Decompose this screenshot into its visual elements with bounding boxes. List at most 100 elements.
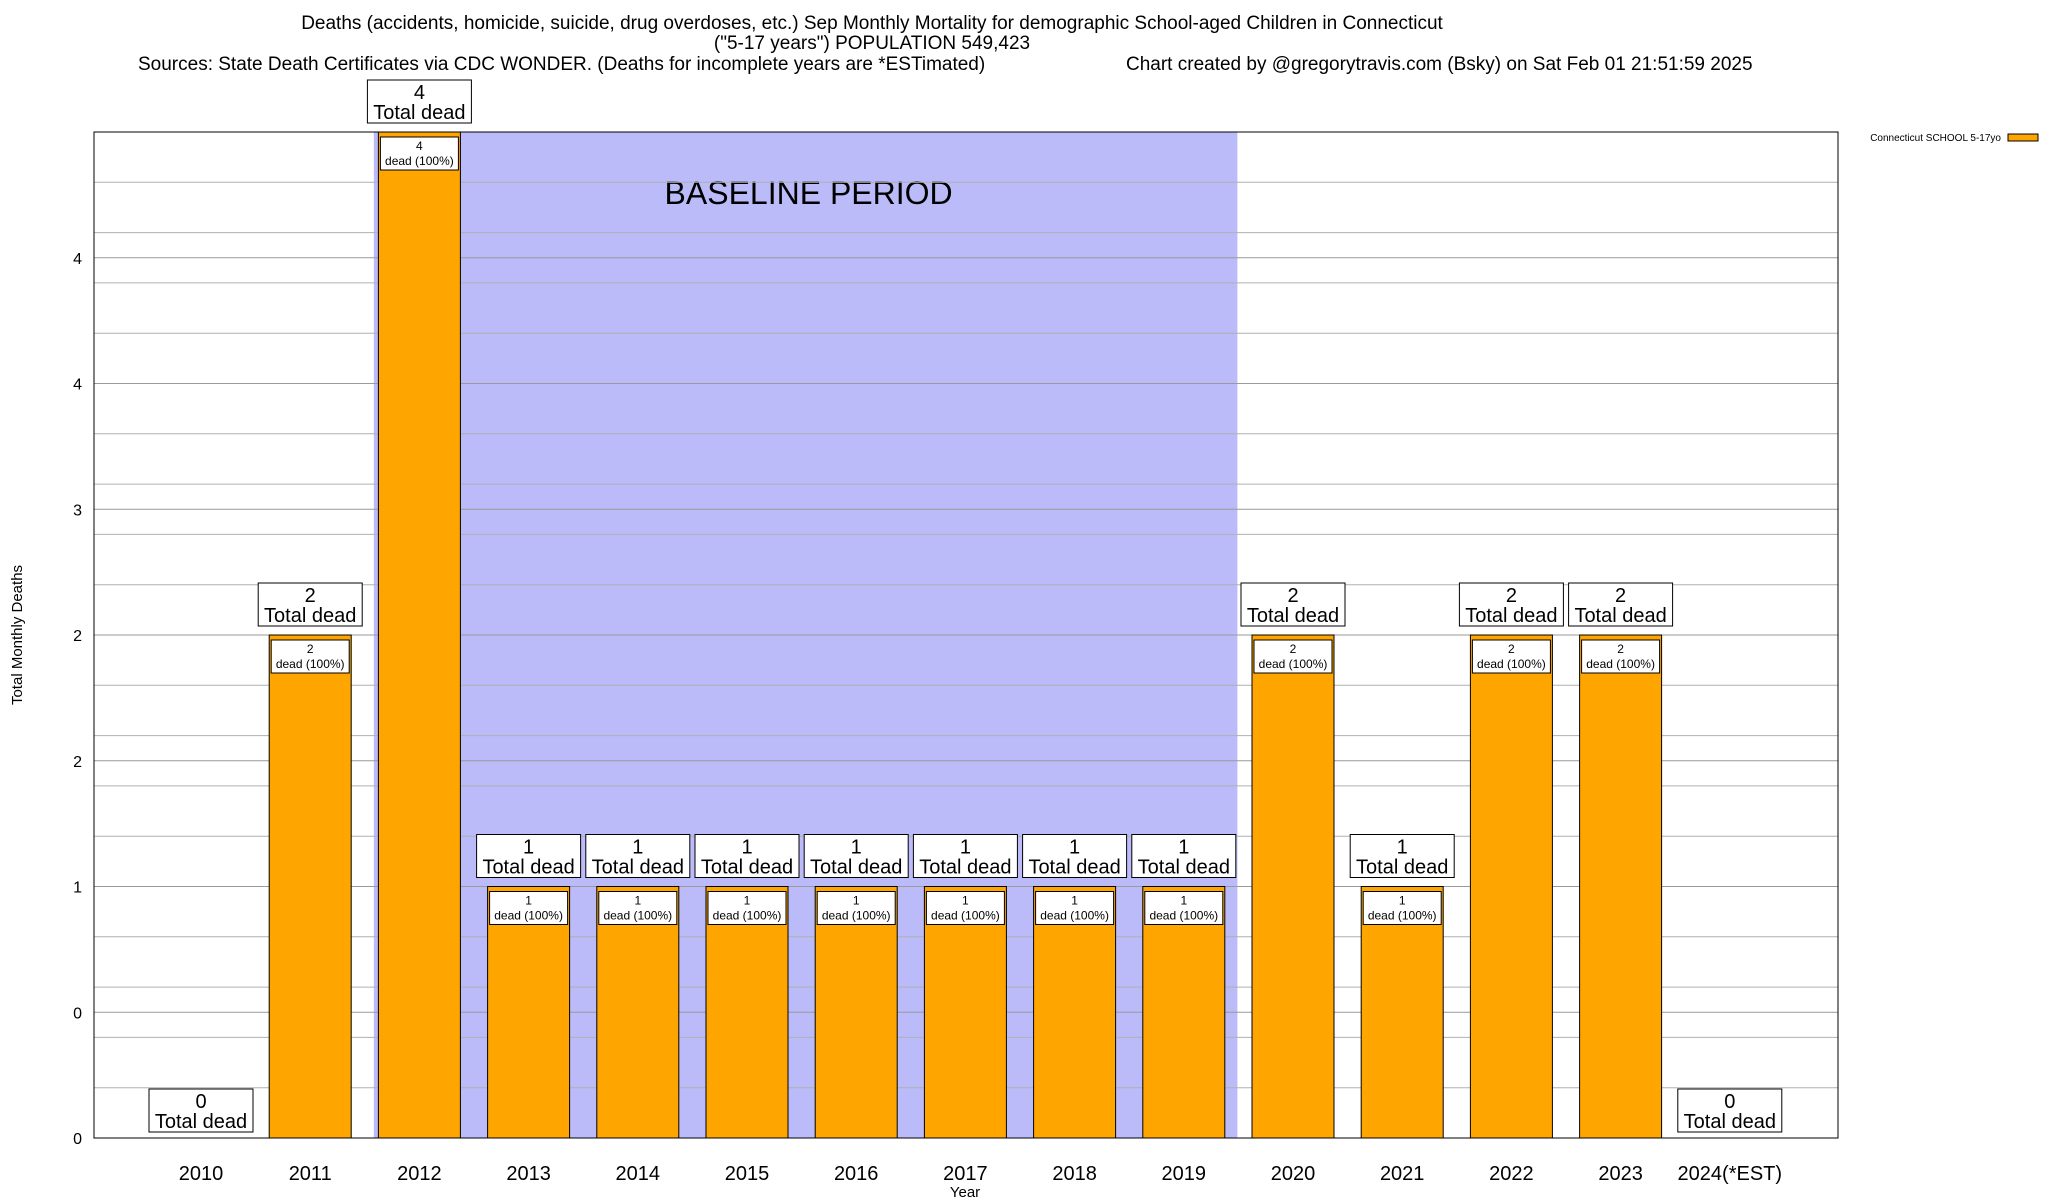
y-tick-label: 3 <box>73 502 82 519</box>
total-value-label: 1 <box>1397 837 1408 859</box>
x-tick-label: 2010 <box>179 1163 224 1185</box>
total-dead-label: Total dead <box>1465 605 1557 627</box>
total-dead-label: Total dead <box>1247 605 1339 627</box>
bar-inner-value: 1 <box>634 894 641 908</box>
bar-inner-value: 1 <box>1180 894 1187 908</box>
credit-note: Chart created by @gregorytravis.com (Bsk… <box>1126 54 1753 75</box>
bar-inner-value: 1 <box>962 894 969 908</box>
total-value-label: 1 <box>523 837 534 859</box>
bar-inner-value: 1 <box>853 894 860 908</box>
total-label-box <box>1240 582 1346 627</box>
bar-inner-value: 4 <box>416 139 423 153</box>
y-tick-label: 4 <box>73 251 82 268</box>
total-value-label: 0 <box>1724 1091 1735 1113</box>
baseline-period-label: BASELINE PERIOD <box>665 175 953 211</box>
sources-note: Sources: State Death Certificates via CD… <box>138 54 986 75</box>
bar-inner-percent: dead (100%) <box>603 909 672 923</box>
x-tick-label: 2023 <box>1598 1163 1643 1185</box>
bar-2011 <box>268 634 352 1139</box>
total-value-label: 1 <box>851 837 862 859</box>
bar-inner-percent: dead (100%) <box>1477 657 1546 671</box>
bar-inner-percent: dead (100%) <box>1259 657 1328 671</box>
bar-inner-label-box <box>1362 891 1442 925</box>
chart-title: Deaths (accidents, homicide, suicide, dr… <box>301 13 1443 34</box>
bar-2019 <box>1142 886 1226 1139</box>
total-label-box <box>1568 582 1674 627</box>
bar-inner-percent: dead (100%) <box>822 909 891 923</box>
total-value-label: 1 <box>632 837 643 859</box>
bar-inner-label-box <box>270 639 350 674</box>
x-tick-label: 2013 <box>506 1163 551 1185</box>
bar-inner-label-box <box>489 891 569 925</box>
total-label-box <box>1131 834 1237 878</box>
axis-layer: 2010 2011 2012 2013 2014 2015 2016 2017 2018 2019… <box>9 131 2039 1200</box>
bar-inner-value: 2 <box>1508 642 1515 656</box>
chart-subtitle: ("5-17 years") POPULATION 549,423 <box>713 33 1031 54</box>
bar-2013 <box>487 886 571 1139</box>
bar-inner-percent: dead (100%) <box>1040 909 1109 923</box>
bar-2012 <box>377 131 461 1139</box>
bar-inner-label-box <box>1144 891 1224 925</box>
total-label-box <box>803 834 909 878</box>
total-value-label: 4 <box>414 82 425 104</box>
total-value-label: 1 <box>1178 837 1189 859</box>
plot-border <box>93 131 1839 1139</box>
bar-inner-value: 1 <box>1399 894 1406 908</box>
bar-inner-percent: dead (100%) <box>1149 909 1218 923</box>
y-axis-title: Total Monthly Deaths <box>9 565 26 705</box>
total-label-box <box>1022 834 1128 878</box>
x-tick-label: 2024(*EST) <box>1678 1163 1783 1185</box>
x-tick-label: 2017 <box>943 1163 988 1185</box>
total-dead-label: Total dead <box>482 857 574 879</box>
total-label-box <box>694 834 800 878</box>
bar-2020 <box>1251 634 1335 1139</box>
bar-2023 <box>1579 634 1663 1139</box>
total-dead-label: Total dead <box>1138 857 1230 879</box>
bar-inner-percent: dead (100%) <box>1586 657 1655 671</box>
legend-swatch <box>2007 133 2039 142</box>
total-dead-label: Total dead <box>1028 857 1120 879</box>
total-dead-label: Total dead <box>701 857 793 879</box>
bar-inner-value: 2 <box>1290 642 1297 656</box>
bar-inner-percent: dead (100%) <box>931 909 1000 923</box>
total-dead-label: Total dead <box>264 605 356 627</box>
x-axis-title: Year <box>950 1184 980 1200</box>
bar-inner-label-box <box>379 136 459 171</box>
bar-inner-label-box <box>1253 639 1333 674</box>
y-tick-label: 0 <box>73 1131 82 1148</box>
bar-inner-percent: dead (100%) <box>713 909 782 923</box>
total-dead-label: Total dead <box>919 857 1011 879</box>
bar-2022 <box>1469 634 1553 1139</box>
x-tick-label: 2021 <box>1380 1163 1425 1185</box>
x-tick-label: 2020 <box>1271 1163 1316 1185</box>
total-dead-label: Total dead <box>155 1111 247 1133</box>
legend-label: Connecticut SCHOOL 5-17yo <box>1870 133 2001 144</box>
x-tick-label: 2018 <box>1052 1163 1097 1185</box>
total-value-label: 2 <box>1287 585 1298 607</box>
bar-inner-value: 1 <box>744 894 751 908</box>
y-tick-label: 1 <box>73 880 82 897</box>
y-tick-label: 2 <box>73 754 82 771</box>
x-tick-label: 2019 <box>1162 1163 1207 1185</box>
bar-2017 <box>923 886 1007 1139</box>
total-dead-label: Total dead <box>1684 1111 1776 1133</box>
total-label-box <box>912 834 1018 878</box>
bar-inner-label-box <box>816 891 896 925</box>
y-tick-label: 2 <box>73 628 82 645</box>
bar-2014 <box>596 886 680 1139</box>
total-value-label: 2 <box>1506 585 1517 607</box>
total-value-label: 2 <box>1615 585 1626 607</box>
bar-inner-label-box <box>1581 639 1661 674</box>
total-dead-label: Total dead <box>1574 605 1666 627</box>
bar-inner-value: 1 <box>1071 894 1078 908</box>
total-value-label: 0 <box>195 1091 206 1113</box>
total-value-label: 2 <box>305 585 316 607</box>
x-tick-label: 2012 <box>397 1163 442 1185</box>
bar-inner-value: 2 <box>1617 642 1624 656</box>
x-tick-label: 2015 <box>725 1163 770 1185</box>
total-value-label: 1 <box>960 837 971 859</box>
total-label-box <box>366 79 472 124</box>
bar-2018 <box>1033 886 1117 1139</box>
